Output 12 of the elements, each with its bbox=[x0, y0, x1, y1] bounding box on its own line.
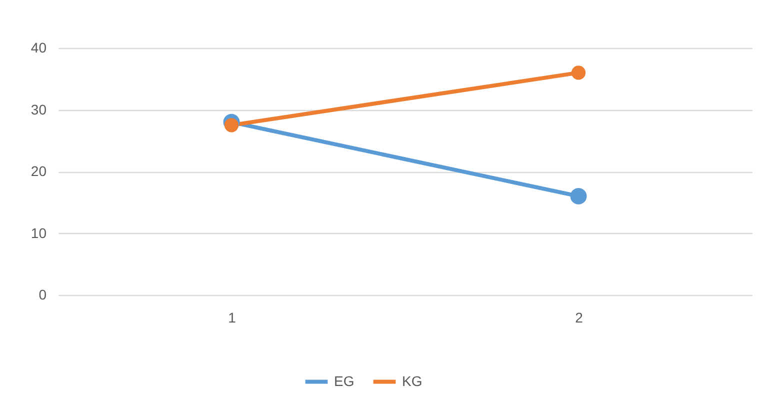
legend-label: KG bbox=[402, 372, 422, 389]
y-tick-label: 40 bbox=[30, 40, 47, 56]
legend-label: EG bbox=[334, 372, 354, 389]
x-tick-label: 1 bbox=[228, 310, 236, 326]
y-tick-label: 20 bbox=[30, 163, 47, 179]
point bbox=[571, 66, 586, 80]
y-tick-label: 30 bbox=[30, 101, 47, 118]
y-tick-label: 0 bbox=[38, 286, 47, 302]
point bbox=[570, 188, 587, 204]
x-tick-label: 2 bbox=[575, 310, 584, 326]
point bbox=[224, 118, 239, 132]
y-tick-label: 10 bbox=[30, 224, 47, 241]
